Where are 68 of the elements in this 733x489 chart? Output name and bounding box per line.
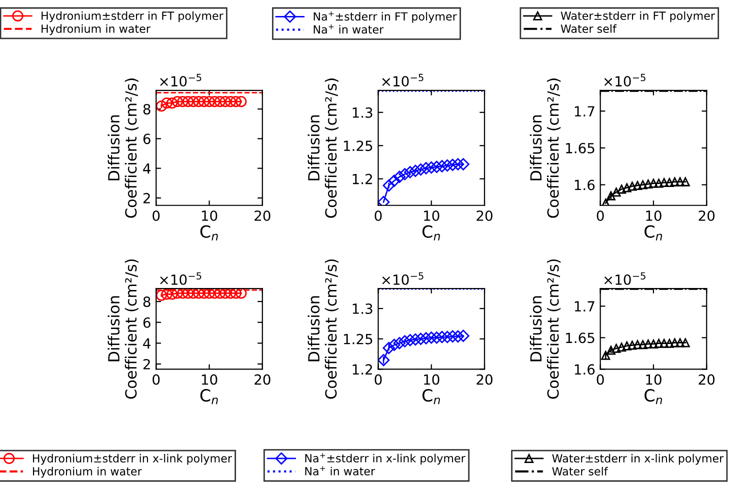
y-tick-label: 1.6 [574,364,595,375]
x-tick-label: 0 [596,374,604,385]
x-tick-label: 10 [202,374,218,385]
y-tick-label: 4 [143,163,150,174]
text: ×10$^{−5}$ [382,74,424,87]
y-axis-title: Diffusion Coefficient (cm²/s) [308,259,338,399]
x-tick-label: 10 [202,210,218,221]
y-tick-label: 1.6 [574,180,595,190]
y-axis-title: Diffusion Coefficient (cm²/s) [308,78,338,218]
legend-label: Water±stderr in FT polymer [560,11,716,22]
text: ×10$^{−5}$ [160,74,202,87]
x-tick-label: 10 [424,374,440,385]
legend-label: Water self [552,466,608,476]
legend-label: Water self [560,24,617,33]
legend-label: Hydronium±stderr in FT polymer [42,11,224,22]
legend-label: Hydronium in water [33,466,142,478]
legend-label: Na$^{+}$±stderr in x-link polymer [305,453,466,465]
y-tick-label: 2 [143,358,150,370]
y-tick-label: 1.3 [352,304,372,314]
x-axis-title: C$_{n}$ [644,225,662,240]
x-tick-label: 10 [424,210,440,221]
legend-label: Water±stderr in x-link polymer [552,454,724,465]
x-tick-label: 0 [596,210,604,221]
legend-label: Na$^{+}$ in water [305,466,376,476]
y-axis-title: Diffusion Coefficient (cm²/s) [108,78,138,218]
text: ×10$^{−5}$ [604,272,646,285]
y-tick-label: 1.3 [352,107,372,118]
legend-label: Na$^{+}$±stderr in FT polymer [314,11,457,23]
x-axis-title: C$_{n}$ [422,225,440,240]
x-axis-title: C$_{n}$ [422,389,440,404]
x-tick-label: 20 [254,374,270,385]
x-tick-label: 20 [476,210,492,221]
x-tick-label: 10 [646,374,662,385]
x-tick-label: 0 [152,374,160,385]
y-tick-label: 8 [143,104,150,114]
text: ×10$^{−5}$ [382,272,424,285]
y-tick-label: 1.25 [344,334,372,344]
y-tick-label: 1.7 [574,106,594,116]
legend-label: Hydronium in water [42,24,150,36]
y-axis-title: Diffusion Coefficient (cm²/s) [530,78,561,218]
y-axis-title: Diffusion Coefficient (cm²/s) [530,259,561,399]
y-tick-label: 1.25 [344,140,372,152]
x-tick-label: 20 [476,374,492,385]
y-tick-label: 6 [143,317,150,328]
y-tick-label: 1.2 [352,174,372,184]
text: ×10$^{−5}$ [160,272,202,285]
y-tick-label: 1.65 [566,332,594,344]
y-tick-label: 2 [143,192,150,204]
x-axis-title: C$_{n}$ [200,389,218,404]
text: ×10$^{−5}$ [604,74,646,87]
y-tick-label: 4 [143,338,150,348]
legend-label: Na$^{+}$ in water [314,24,384,34]
y-tick-label: 1.65 [566,142,594,154]
x-tick-label: 10 [646,210,662,221]
x-axis-title: C$_{n}$ [644,389,662,404]
x-tick-label: 20 [698,374,715,385]
legend-label: Hydronium±stderr in x-link polymer [33,454,232,465]
y-tick-label: 6 [143,134,150,144]
x-tick-label: 0 [152,210,160,221]
y-tick-label: 1.2 [352,364,372,374]
x-tick-label: 20 [698,210,715,221]
x-tick-label: 0 [374,210,382,221]
y-tick-label: 8 [143,296,150,307]
x-tick-label: 20 [254,210,270,221]
x-tick-label: 0 [374,374,382,385]
x-axis-title: C$_{n}$ [200,225,218,240]
y-tick-label: 1.7 [574,301,594,312]
y-axis-title: Diffusion Coefficient (cm²/s) [108,259,138,399]
